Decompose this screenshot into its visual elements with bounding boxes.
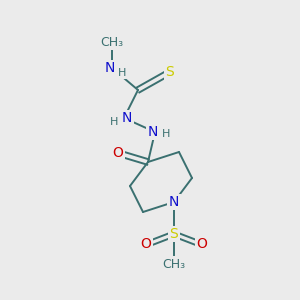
Text: CH₃: CH₃ [162, 257, 186, 271]
Text: H: H [110, 117, 118, 127]
Text: H: H [162, 129, 170, 139]
Text: O: O [196, 237, 207, 251]
Text: O: O [112, 146, 123, 160]
Text: N: N [105, 61, 115, 75]
Text: N: N [122, 111, 132, 125]
Text: O: O [141, 237, 152, 251]
Text: N: N [169, 195, 179, 209]
Text: CH₃: CH₃ [100, 35, 124, 49]
Text: N: N [148, 125, 158, 139]
Text: S: S [166, 65, 174, 79]
Text: H: H [118, 68, 126, 78]
Text: S: S [169, 227, 178, 241]
